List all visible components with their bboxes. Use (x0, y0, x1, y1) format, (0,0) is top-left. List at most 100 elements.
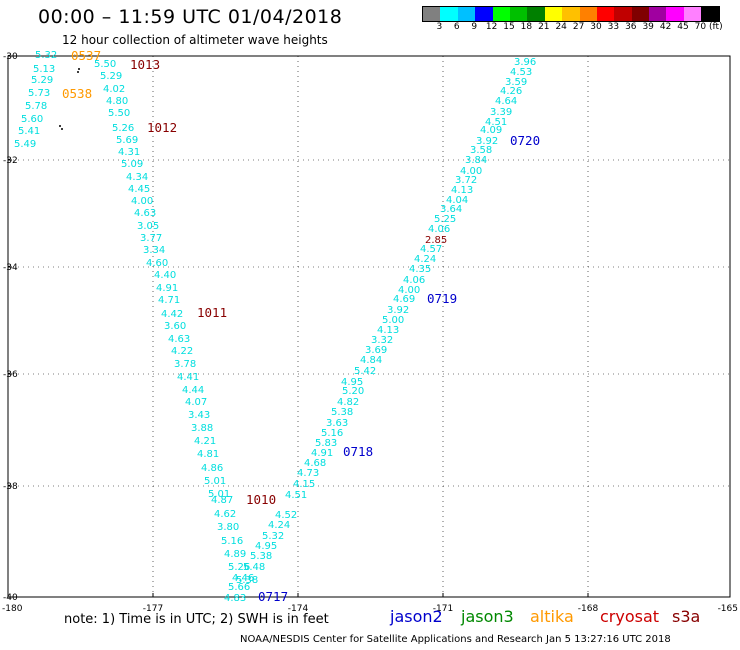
wave-height-value: 5.26 (112, 123, 134, 134)
wave-height-value: 4.57 (420, 244, 442, 255)
wave-height-value: 3.77 (140, 233, 162, 244)
scale-label: 42 (659, 22, 672, 32)
lon-label: -180 (2, 604, 23, 614)
scale-label: 30 (590, 22, 602, 32)
wave-height-value: 2.85 (425, 235, 447, 246)
wave-height-value: 4.52 (275, 510, 297, 521)
wave-height-value: 4.26 (500, 86, 522, 97)
wave-height-value: 5.83 (315, 438, 337, 449)
wave-height-value: 5.48 (243, 562, 265, 573)
wave-height-value: 5.41 (18, 126, 40, 137)
wave-height-value: 3.92 (387, 305, 409, 316)
wave-height-value: 5.78 (25, 101, 47, 112)
wave-height-value: 4.69 (393, 294, 415, 305)
lat-label: -38 (3, 482, 18, 492)
wave-height-value: 4.06 (403, 275, 425, 286)
wave-height-value: 4.22 (171, 346, 193, 357)
map-border (7, 55, 731, 598)
track-dot (61, 128, 63, 130)
wave-height-value: 4.60 (146, 258, 168, 269)
wave-height-value: 5.32 (262, 531, 284, 542)
scale-swatch (509, 7, 528, 21)
scale-swatch (666, 7, 684, 21)
wave-height-value: 4.06 (428, 224, 450, 235)
wave-height-value: 4.63 (134, 208, 156, 219)
scale-label: 36 (625, 22, 637, 32)
wave-height-value: 3.05 (137, 221, 159, 232)
footer-credit: NOAA/NESDIS Center for Satellite Applica… (240, 634, 671, 645)
wave-height-value: 3.88 (191, 423, 213, 434)
wave-height-value: 3.32 (371, 335, 393, 346)
wave-height-value: 4.00 (398, 285, 420, 296)
wave-height-value: 4.91 (311, 448, 333, 459)
wave-height-value: 5.25 (434, 214, 456, 225)
scale-label: 18 (520, 22, 533, 32)
wave-height-value: 4.40 (154, 270, 176, 281)
wave-height-value: 5.29 (100, 71, 122, 82)
color-scale-bar (422, 6, 720, 22)
scale-label: 3 (436, 22, 443, 32)
wave-height-value: 3.63 (326, 418, 348, 429)
wave-height-value: 4.51 (485, 117, 507, 128)
scale-swatch (423, 7, 441, 21)
scale-label: 27 (572, 22, 585, 32)
wave-height-value: 4.63 (168, 334, 190, 345)
scale-swatch (544, 7, 563, 21)
wave-height-value: 4.21 (194, 436, 216, 447)
wave-height-value: 4.83 (224, 593, 246, 604)
wave-height-value: 3.34 (143, 245, 165, 256)
scale-swatch (596, 7, 615, 21)
wave-height-value: 4.31 (118, 147, 140, 158)
wave-height-value: 3.78 (174, 359, 196, 370)
wave-height-value: 4.89 (224, 549, 246, 560)
scale-swatch (440, 7, 458, 21)
scale-label: 24 (555, 22, 567, 32)
axis-labels: -30 -32 -34 -36 -38 -40-180 -177 -174 -171 -168 -1… (2, 52, 738, 614)
wave-height-value: 3.64 (440, 204, 462, 215)
scale-swatch (579, 7, 597, 21)
lat-label: -30 (3, 52, 18, 62)
scale-swatch (631, 7, 650, 21)
track-time-label: 0719 (427, 291, 457, 306)
wave-height-value: 3.96 (514, 57, 536, 68)
scale-label: 70 (694, 22, 707, 32)
wave-height-value: 5.20 (342, 386, 364, 397)
track-times: 0537 0538 1013 1012 1011 1010 0717 0718 0719 0720 (62, 48, 540, 604)
wave-height-value: 5.42 (354, 366, 376, 377)
wave-height-value: 5.60 (21, 114, 43, 125)
track-time-label: 0537 (71, 48, 101, 63)
wave-height-value: 4.86 (201, 463, 223, 474)
wave-height-value: 5.49 (14, 139, 36, 150)
wave-height-value: 4.44 (182, 385, 204, 396)
wave-height-value: 4.46 (232, 573, 254, 584)
wave-height-value: 4.09 (480, 125, 502, 136)
wave-height-value: 4.02 (103, 84, 125, 95)
lat-label: -34 (3, 263, 18, 273)
wave-height-value: 4.07 (185, 397, 207, 408)
wave-height-value: 3.80 (217, 522, 239, 533)
wave-height-value: 5.73 (28, 88, 50, 99)
wave-height-value: 4.73 (297, 468, 319, 479)
lat-label: -36 (3, 370, 18, 380)
scale-label: (ft) (709, 22, 723, 32)
wave-height-value: 4.82 (337, 397, 359, 408)
wave-height-value: 4.95 (255, 541, 277, 552)
track-time-label: 0717 (258, 589, 288, 604)
wave-height-value: 3.58 (470, 145, 492, 156)
wave-height-value: 4.71 (158, 295, 180, 306)
legend-cryosat: cryosat (600, 607, 660, 626)
lat-label: -40 (3, 593, 18, 603)
lon-label: -174 (288, 604, 309, 614)
scale-label: 15 (503, 22, 515, 32)
legend-altika: altika (530, 607, 574, 626)
wave-height-value: 4.13 (377, 325, 399, 336)
wave-height-value: 5.69 (116, 135, 138, 146)
wave-height-value: 5.32 (35, 50, 57, 61)
scale-swatch (649, 7, 667, 21)
wave-height-value: 4.41 (177, 372, 199, 383)
wave-height-value: 5.09 (121, 159, 143, 170)
track-dots (59, 68, 80, 130)
wave-height-value: 5.50 (108, 108, 130, 119)
scale-swatch (457, 7, 476, 21)
wave-height-value: 4.35 (409, 264, 431, 275)
